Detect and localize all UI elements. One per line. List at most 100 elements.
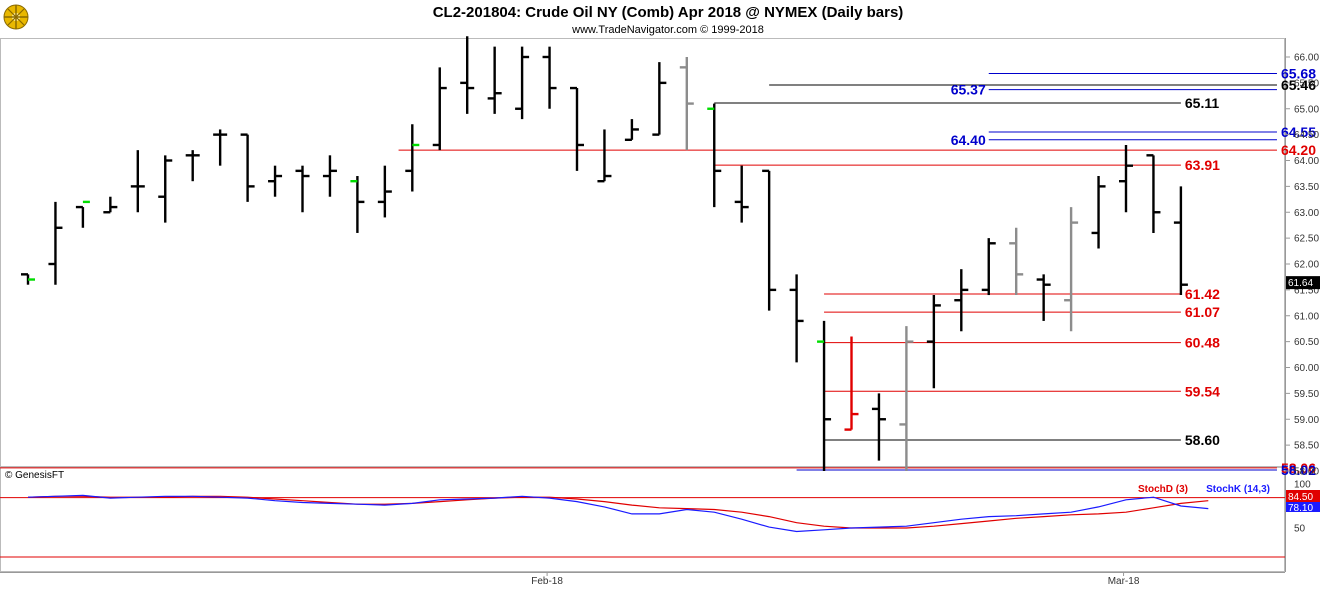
ohlc-bar bbox=[48, 201, 63, 285]
ohlc-bar bbox=[542, 46, 557, 109]
ohlc-bar bbox=[487, 46, 502, 114]
ohlc-bar bbox=[899, 326, 914, 471]
ohlc-bar bbox=[213, 129, 228, 166]
price-tick-label: 58.50 bbox=[1294, 441, 1319, 452]
ohlc-bar bbox=[460, 36, 475, 114]
stochk-readout-bg bbox=[1286, 502, 1320, 512]
price-tick-label: 61.00 bbox=[1294, 311, 1319, 322]
price-tick-label: 59.50 bbox=[1294, 389, 1319, 400]
stoch-series-line bbox=[27, 494, 1209, 533]
ohlc-bar bbox=[734, 165, 749, 223]
indicator-tick-label: 100 bbox=[1294, 480, 1311, 491]
ohlc-bar bbox=[240, 133, 255, 202]
level-label: 59.54 bbox=[1185, 383, 1220, 399]
price-tick-label: 64.50 bbox=[1294, 130, 1319, 141]
last-price-value: 61.64 bbox=[1288, 278, 1313, 289]
ohlc-bar bbox=[295, 165, 310, 213]
stochk-legend: StochK (14,3) bbox=[1206, 484, 1270, 495]
ohlc-bar bbox=[762, 169, 777, 311]
ohlc-bar bbox=[1036, 274, 1051, 321]
ohlc-bar bbox=[981, 238, 996, 296]
stochd-readout: 84.50 bbox=[1288, 492, 1313, 503]
ohlc-bar bbox=[515, 46, 530, 120]
time-tick-label: Mar-18 bbox=[1108, 576, 1140, 587]
stoch-series-line bbox=[27, 495, 1209, 529]
ohlc-bar bbox=[268, 165, 283, 197]
ohlc-bar bbox=[158, 155, 173, 223]
stochd-legend: StochD (3) bbox=[1138, 484, 1188, 495]
ohlc-bar bbox=[130, 150, 145, 213]
level-label: 58.06 bbox=[1281, 460, 1316, 476]
ohlc-bar bbox=[1173, 186, 1188, 296]
level-label: 58.60 bbox=[1185, 432, 1220, 448]
price-tick-label: 62.50 bbox=[1294, 234, 1319, 245]
chart-title: CL2-201804: Crude Oil NY (Comb) Apr 2018… bbox=[433, 4, 904, 21]
level-label: 65.46 bbox=[1281, 77, 1316, 93]
indicator-panel-frame bbox=[0, 467, 1285, 572]
price-tick-label: 62.00 bbox=[1294, 260, 1319, 271]
level-label: 64.40 bbox=[951, 132, 986, 148]
ohlc-bar bbox=[103, 196, 118, 214]
gold-wheel-logo-icon bbox=[3, 4, 29, 30]
stochk-readout: 78.10 bbox=[1288, 503, 1313, 514]
ohlc-bar bbox=[926, 295, 941, 389]
ohlc-bar bbox=[789, 274, 804, 363]
ohlc-bar bbox=[652, 62, 667, 136]
ohlc-bars bbox=[21, 36, 1188, 471]
level-label: 65.68 bbox=[1281, 66, 1316, 82]
price-tick-label: 63.50 bbox=[1294, 182, 1319, 193]
ohlc-bar bbox=[405, 124, 420, 192]
ohlc-bar bbox=[322, 155, 337, 197]
price-tick-label: 65.00 bbox=[1294, 104, 1319, 115]
level-label: 64.20 bbox=[1281, 142, 1316, 158]
price-tick-label: 65.50 bbox=[1294, 78, 1319, 89]
level-label: 65.11 bbox=[1185, 95, 1219, 111]
price-tick-label: 59.00 bbox=[1294, 415, 1319, 426]
indicator-credit: © GenesisFT bbox=[5, 470, 64, 481]
price-tick-label: 64.00 bbox=[1294, 156, 1319, 167]
ohlc-bar bbox=[432, 67, 447, 151]
time-tick-label: Feb-18 bbox=[531, 576, 563, 587]
indicator-tick-label: 50 bbox=[1294, 524, 1306, 535]
price-panel-frame bbox=[0, 38, 1285, 467]
level-label: 61.07 bbox=[1185, 304, 1220, 320]
level-label: 65.37 bbox=[951, 82, 986, 98]
ohlc-bar bbox=[597, 129, 612, 183]
ohlc-bar bbox=[624, 119, 639, 142]
price-tick-label: 60.00 bbox=[1294, 363, 1319, 374]
header: CL2-201804: Crude Oil NY (Comb) Apr 2018… bbox=[3, 4, 904, 36]
ohlc-bar bbox=[1146, 154, 1161, 233]
chart-subtitle: www.TradeNavigator.com © 1999-2018 bbox=[571, 24, 764, 36]
level-label: 61.42 bbox=[1185, 286, 1220, 302]
ohlc-bar bbox=[570, 86, 584, 171]
ohlc-bar bbox=[1119, 144, 1133, 213]
ohlc-bar bbox=[1064, 207, 1079, 332]
last-price-tag: 61.64 bbox=[1286, 276, 1320, 290]
price-tick-label: 66.00 bbox=[1294, 53, 1319, 64]
ohlc-bar bbox=[21, 273, 35, 285]
ohlc-bar bbox=[954, 269, 969, 332]
ohlc-bar bbox=[871, 393, 886, 461]
ohlc-bar bbox=[185, 150, 200, 182]
ohlc-bar bbox=[1009, 227, 1024, 296]
ohlc-bar bbox=[679, 57, 694, 151]
ohlc-bar bbox=[350, 176, 365, 233]
stochd-readout-bg bbox=[1286, 490, 1320, 502]
level-label: 58.02 bbox=[1281, 462, 1316, 478]
price-tick-label: 58.00 bbox=[1294, 467, 1319, 478]
ohlc-bar bbox=[377, 165, 392, 218]
time-axis: Feb-18 Mar-18 bbox=[531, 572, 1140, 587]
ohlc-bar bbox=[1091, 176, 1106, 249]
ohlc-bar bbox=[817, 320, 832, 471]
price-tick-label: 61.50 bbox=[1294, 285, 1319, 296]
level-label: 63.91 bbox=[1185, 157, 1220, 173]
level-label: 60.48 bbox=[1185, 335, 1220, 351]
price-axis: 58.00 58.50 59.00 59.50 60.00 60.50 61.00 61.50… bbox=[1285, 53, 1319, 478]
price-tick-label: 60.50 bbox=[1294, 337, 1319, 348]
ohlc-bar bbox=[75, 200, 90, 228]
price-tick-label: 63.00 bbox=[1294, 208, 1319, 219]
level-label: 64.55 bbox=[1281, 124, 1316, 140]
ohlc-bar bbox=[844, 336, 859, 431]
